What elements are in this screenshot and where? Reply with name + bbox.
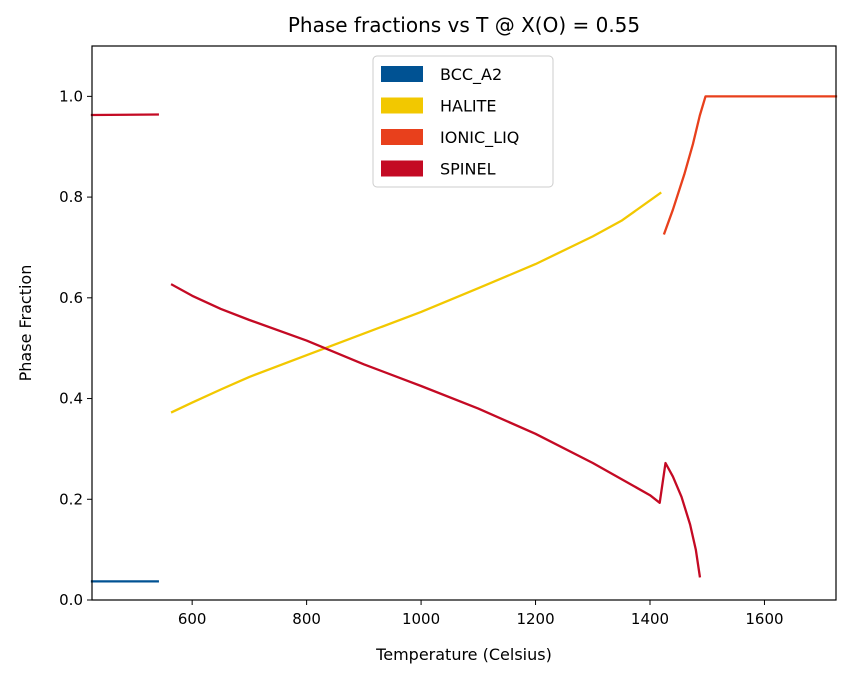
series-line-halite: [170, 191, 662, 414]
legend: BCC_A2 HALITE IONIC_LIQ SPINEL: [372, 55, 554, 188]
y-tick-label: 0.8: [59, 188, 83, 206]
x-tick-label: 1200: [516, 610, 554, 628]
series-line-spinel: [170, 283, 702, 578]
legend-swatch-ionic-liq: [381, 129, 423, 145]
y-tick-label: 0.6: [59, 289, 83, 307]
y-tick-label: 1.0: [59, 87, 83, 105]
x-tick-label: 600: [178, 610, 207, 628]
y-axis-label: Phase Fraction: [16, 265, 35, 382]
series-line-spinel: [90, 113, 159, 117]
x-tick-label: 1600: [745, 610, 783, 628]
legend-swatch-spinel: [381, 160, 423, 177]
chart-title: Phase fractions vs T @ X(O) = 0.55: [288, 13, 640, 37]
x-tick-label: 1000: [402, 610, 440, 628]
legend-box: [372, 55, 554, 188]
legend-label-bcc-a2: BCC_A2: [440, 65, 502, 85]
series-layer: [90, 95, 838, 583]
y-tick-label: 0.0: [59, 591, 83, 609]
plot-frame: [91, 45, 837, 601]
x-tick-label: 800: [292, 610, 321, 628]
y-tick-label: 0.4: [59, 390, 83, 408]
x-axis: 600 800 1000 1200 1400 1600: [178, 600, 784, 628]
y-tick-label: 0.2: [59, 490, 83, 508]
x-tick-label: 1400: [631, 610, 669, 628]
legend-label-spinel: SPINEL: [440, 160, 496, 179]
x-axis-label: Temperature (Celsius): [375, 645, 552, 664]
y-axis: 0.0 0.2 0.4 0.6 0.8 1.0: [59, 87, 92, 609]
legend-label-halite: HALITE: [440, 97, 497, 116]
legend-label-ionic-liq: IONIC_LIQ: [440, 128, 519, 148]
plot-area: [90, 45, 838, 601]
legend-swatch-bcc-a2: [381, 66, 423, 82]
legend-swatch-halite: [381, 97, 423, 114]
series-line-ionic-liq: [662, 95, 838, 235]
